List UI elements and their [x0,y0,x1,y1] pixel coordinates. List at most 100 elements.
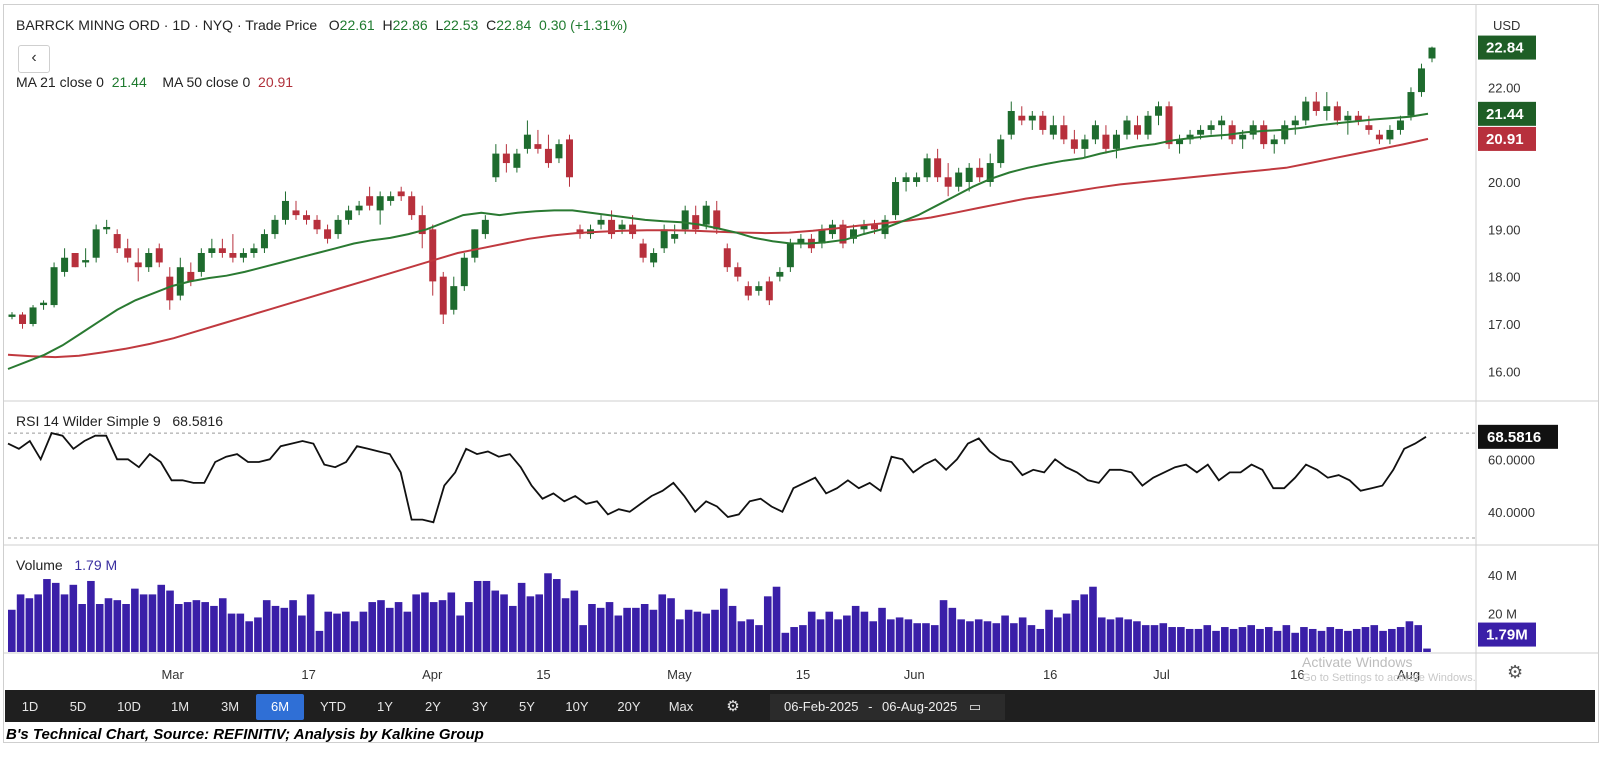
volume-bar [1177,627,1185,652]
price-type-label: Trade Price [245,17,318,33]
candle-up [849,229,857,239]
candle-up [997,139,1005,164]
volume-bar [482,580,491,652]
collapse-legend-button[interactable]: ‹ [18,45,50,73]
volume-bar [51,582,60,652]
volume-bar [368,602,376,652]
range-button-2y[interactable]: 2Y [425,699,441,714]
candle-up [523,134,531,149]
range-button-10y[interactable]: 10Y [565,699,589,714]
volume-bar [1388,628,1396,652]
candle-up [818,229,826,244]
rsi-line [7,432,1427,524]
volume-bar [1010,623,1018,652]
volume-bar [1097,617,1106,652]
last-price-badge: 22.84 [1486,40,1524,57]
candle-down [303,215,311,220]
range-button-5y[interactable]: 5Y [519,699,535,714]
volume-bar [1124,619,1132,652]
range-button-6m[interactable]: 6M [256,694,304,720]
volume-bar [385,607,394,652]
volume-tick-label: 20 M [1488,607,1517,622]
candle-up [660,229,668,249]
volume-bar [95,604,104,652]
volume-bar [579,625,587,652]
volume-bar [1115,617,1124,652]
volume-bar [1185,628,1194,652]
range-button-10d[interactable]: 10D [117,699,141,714]
volume-bar [878,607,886,652]
candle-down [71,253,79,268]
volume-bar [1238,627,1247,652]
candle-down [1365,125,1373,130]
currency-selector[interactable]: USD [1493,18,1521,33]
candle-down [313,219,321,230]
volume-bar [60,594,69,652]
candle-down [113,234,121,249]
volume-bar [1291,632,1299,652]
range-button-1y[interactable]: 1Y [377,699,393,714]
volume-bar [720,588,728,652]
range-button-1m[interactable]: 1M [170,699,190,714]
close-value: 22.84 [496,17,532,33]
candle-down [134,262,142,268]
range-button-ytd[interactable]: YTD [320,699,346,714]
range-button-20y[interactable]: 20Y [617,699,641,714]
volume-bar [333,613,341,652]
candle-up [776,271,784,277]
volume-bar [1423,648,1431,652]
date-to: 06-Aug-2025 [882,699,958,714]
range-button-3y[interactable]: 3Y [472,699,488,714]
candle-up [1091,125,1099,140]
candle-up [913,177,921,182]
volume-bar [122,604,130,652]
volume-bar [1027,625,1036,652]
candle-up [597,219,605,225]
candle-down [629,224,637,235]
range-button-5d[interactable]: 5D [69,699,87,714]
volume-bar [966,621,974,652]
candle-down [1333,106,1341,121]
volume-bar [596,607,605,652]
rsi-tick-label: 60.0000 [1488,452,1535,467]
range-button-3m[interactable]: 3M [220,699,240,714]
candle-up [671,234,679,239]
volume-bar [1203,625,1212,652]
volume-badge-bg [1478,622,1536,647]
candle-up [860,224,868,230]
candle-up [1144,115,1152,135]
volume-bar [1089,586,1097,652]
candle-down [871,224,879,230]
settings-circle-icon[interactable]: ⚙ [1507,662,1524,682]
candle-up [1049,125,1057,135]
volume-bar [456,615,464,652]
volume-bar [271,605,280,652]
range-button-1d[interactable]: 1D [21,699,39,714]
gear-icon[interactable]: ⚙ [726,698,740,715]
volume-bar [544,573,552,652]
separator: · [163,17,169,33]
volume-bar [324,611,333,652]
volume-bar [359,611,368,652]
volume-bar [869,621,878,652]
volume-bar [913,623,921,652]
volume-bar [1071,600,1080,652]
volume-legend: Volume 1.79 M [16,557,117,573]
candle-up [881,219,889,235]
candle-down [1165,106,1173,145]
volume-bar [447,592,456,652]
volume-bar [1150,625,1159,652]
candle-down [218,248,226,253]
date-range-picker[interactable]: 06-Feb-2025 - 06-Aug-2025 ▭ [770,694,1005,720]
ma50-value: 20.91 [258,74,294,90]
time-tick-label: Mar [161,667,184,682]
candle-down [19,314,27,324]
candle-down [429,229,437,282]
candle-up [1428,47,1436,59]
range-button-max[interactable]: Max [668,699,694,714]
candle-down [124,248,132,258]
candle-up [1207,125,1215,130]
volume-bar [1344,630,1352,652]
time-tick-label: Aug [1397,667,1420,682]
